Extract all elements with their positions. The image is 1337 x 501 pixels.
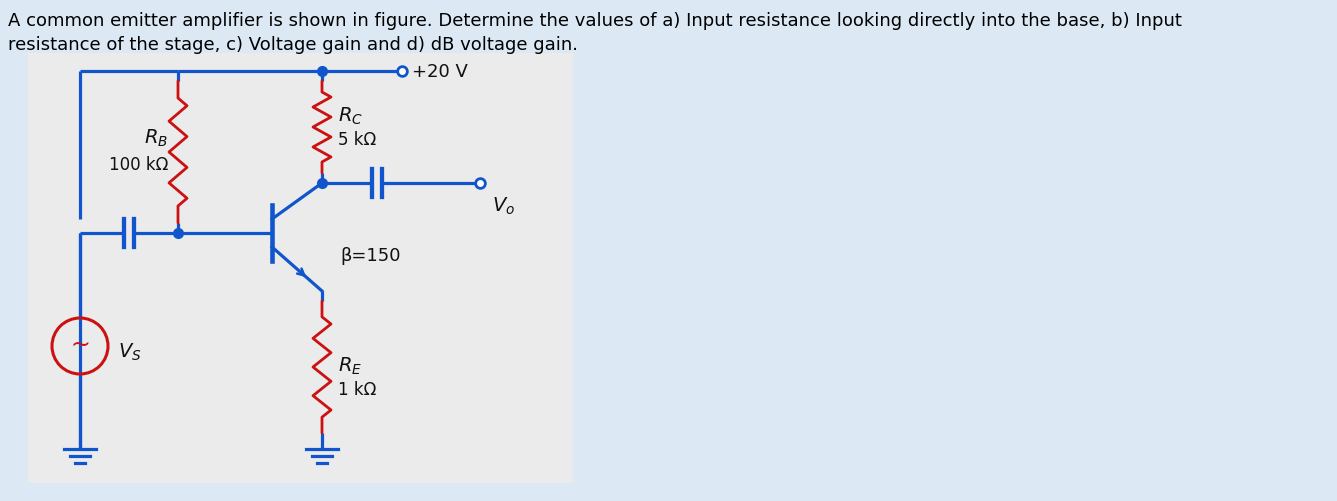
Text: β=150: β=150 xyxy=(340,246,401,265)
Text: A common emitter amplifier is shown in figure. Determine the values of a) Input : A common emitter amplifier is shown in f… xyxy=(8,12,1182,30)
Text: ~: ~ xyxy=(70,332,90,356)
Text: $R_E$: $R_E$ xyxy=(338,355,362,376)
Text: 5 kΩ: 5 kΩ xyxy=(338,131,376,149)
Bar xyxy=(28,54,574,483)
Text: 1 kΩ: 1 kΩ xyxy=(338,380,377,398)
Text: 100 kΩ: 100 kΩ xyxy=(108,156,168,174)
Text: $R_C$: $R_C$ xyxy=(338,105,364,126)
Text: $V_o$: $V_o$ xyxy=(492,195,515,216)
Text: $V_S$: $V_S$ xyxy=(118,341,142,362)
Text: +20 V: +20 V xyxy=(412,63,468,81)
Text: resistance of the stage, c) Voltage gain and d) dB voltage gain.: resistance of the stage, c) Voltage gain… xyxy=(8,36,578,54)
Text: $R_B$: $R_B$ xyxy=(144,127,168,148)
